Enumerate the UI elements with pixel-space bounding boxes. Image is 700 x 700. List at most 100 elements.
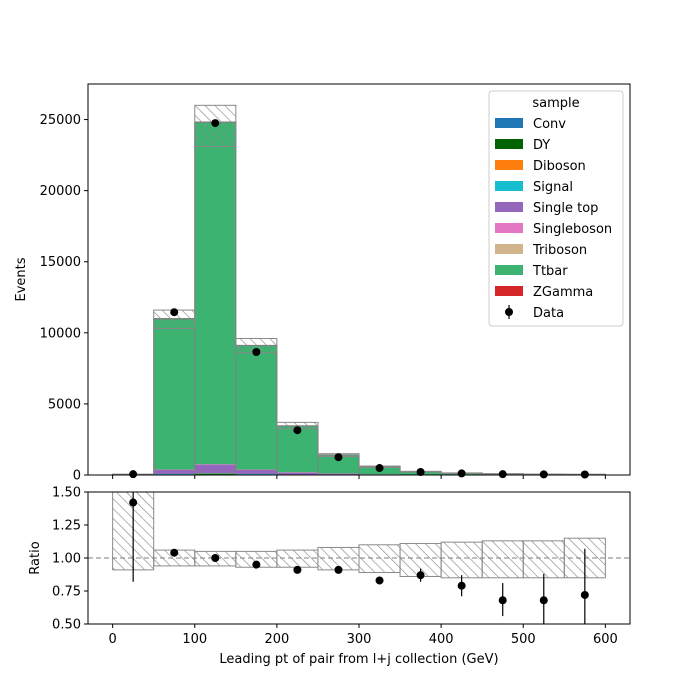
ratio-band-9 [481,540,524,579]
data-point-3 [252,348,261,357]
ratio-ytick-label-1: 0.75 [52,585,81,600]
main-ytick-label-10000: 10000 [40,326,81,341]
legend-label-dy: DY [533,138,550,153]
ratio-point-0 [129,498,138,507]
ratio-ticks: 0.50 0.75 1.00 1.25 1.50 0 100 200 300 400 500 600 [52,486,618,648]
ratio-point-4 [293,565,302,574]
main-ytick-label-20000: 20000 [40,184,81,199]
bar-singleboson-4 [276,472,318,473]
data-point-4 [293,426,302,435]
ratio-point-1 [170,548,179,557]
legend-swatch-diboson [495,160,523,170]
main-ticks: 0 5000 10000 15000 20000 25000 [40,113,606,484]
bar-diboson-2 [194,473,236,474]
main-ytick-label-5000: 5000 [48,397,81,412]
legend-swatch-ttbar [495,265,523,275]
bar-singleboson-1 [153,469,195,471]
ratio-point-3 [252,560,261,569]
legend-label-signal: Signal [533,180,573,195]
legend-swatch-zgamma [495,286,523,296]
main-ytick-label-15000: 15000 [40,255,81,270]
ratio-point-2 [211,554,220,562]
ratio-ytick-label-2: 1.00 [52,552,81,567]
ratio-ytick-label-3: 1.25 [52,519,81,534]
data-point-1 [170,308,179,317]
data-point-7 [416,468,425,477]
data-point-6 [375,464,384,473]
bar-signal-3 [235,474,277,475]
bar-single-top-5 [317,473,359,475]
ratio-point-10 [539,596,548,605]
legend-swatch-singleboson [495,223,523,233]
data-point-9 [498,470,507,479]
ratio-ytick-label-4: 1.50 [52,486,81,501]
xtick-label-600: 600 [593,632,618,647]
legend-label-conv: Conv [533,117,566,132]
bar-single-top-4 [276,472,318,475]
bar-ttbar-5 [317,455,359,474]
legend-label-zgamma: ZGamma [533,285,593,300]
bar-singleboson-3 [235,469,277,471]
ratio-marks [88,491,630,624]
xtick-label-300: 300 [347,632,372,647]
ratio-ytick-label-0: 0.50 [52,618,81,633]
x-axis-label: Leading pt of pair from l+j collection (… [219,652,498,667]
ratio-frame [87,491,631,625]
series-ttbar [112,122,606,475]
bar-ttbar-2 [194,122,236,465]
data-point-10 [539,470,548,479]
bar-signal-1 [153,474,195,475]
xtick-label-0: 0 [108,632,116,647]
mc-uncertainty-2 [194,104,237,148]
legend-swatch-single-top [495,202,523,212]
data-point-2 [211,119,220,128]
main-frame [87,83,631,476]
bar-single-top-3 [235,469,277,475]
data-point-8 [457,469,466,478]
ratio-band-8 [440,541,483,579]
legend: sample Conv DY Diboson Signal Single top Sing… [488,90,624,327]
bar-ttbar-1 [153,318,195,470]
main-panel: 0 5000 10000 15000 20000 25000 Events [14,83,631,484]
main-ytick-label-25000: 25000 [40,113,81,128]
ratio-point-6 [375,576,384,585]
bar-singleboson-6 [359,474,401,475]
legend-label-data: Data [533,306,564,321]
bar-signal-2 [194,473,236,474]
ratio-point-9 [498,596,507,605]
legend-swatch-dy [495,139,523,149]
legend-swatch-conv [495,118,523,128]
ratio-point-7 [416,571,425,580]
ratio-point-11 [580,590,589,599]
legend-label-triboson: Triboson [532,243,587,258]
data-point-5 [334,453,343,462]
main-ytick-label-0: 0 [73,469,81,484]
xtick-label-500: 500 [511,632,536,647]
legend-label-single-top: Single top [533,201,598,216]
legend-entries: Conv DY Diboson Signal Single top Singleboson… [495,117,612,321]
xtick-label-100: 100 [182,632,207,647]
bar-singleboson-5 [317,473,359,475]
ratio-band-6 [358,544,401,574]
ratio-band-10 [522,540,565,579]
xtick-label-200: 200 [264,632,289,647]
data-point-0 [129,470,138,479]
main-y-axis-label: Events [14,257,29,301]
bar-dy-2 [194,473,236,475]
bar-single-top-2 [194,464,236,474]
main-marks [112,104,606,479]
legend-title: sample [532,96,579,111]
legend-swatch-signal [495,181,523,191]
ratio-panel: 0.500.751.001.251.500 100 200 300 400 500 600 … [28,486,631,667]
bar-ttbar-3 [235,345,277,470]
xtick-label-400: 400 [429,632,454,647]
bar-singleboson-2 [194,464,236,465]
ratio-band-4 [276,549,319,568]
ratio-point-8 [457,581,466,590]
ratio-y-axis-label: Ratio [28,541,43,574]
bar-single-top-1 [153,469,195,475]
legend-label-diboson: Diboson [533,159,586,174]
legend-label-ttbar: Ttbar [532,264,568,279]
legend-swatch-triboson [495,244,523,254]
